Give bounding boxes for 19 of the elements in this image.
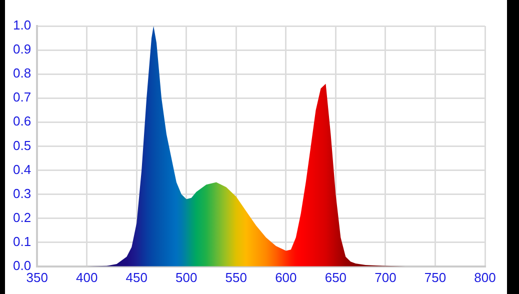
x-tick-label: 550 bbox=[225, 270, 248, 285]
x-tick-label: 650 bbox=[324, 270, 347, 285]
y-tick-label: 1.0 bbox=[12, 18, 32, 33]
x-tick-label: 700 bbox=[374, 270, 396, 285]
x-tick-label: 800 bbox=[474, 270, 496, 285]
x-tick-label: 600 bbox=[275, 270, 297, 285]
y-tick-label: 0.1 bbox=[12, 234, 32, 249]
x-tick-label: 400 bbox=[76, 270, 98, 285]
y-tick-label: 0.7 bbox=[12, 90, 32, 105]
x-tick-label: 450 bbox=[126, 270, 148, 285]
y-tick-label: 0.2 bbox=[12, 210, 32, 225]
x-tick-label: 750 bbox=[424, 270, 446, 285]
y-tick-label: 0.4 bbox=[12, 162, 32, 177]
y-tick-label: 0.5 bbox=[12, 138, 32, 153]
y-tick-label: 0.3 bbox=[12, 186, 32, 201]
y-tick-label: 0.6 bbox=[12, 114, 32, 129]
y-tick-label: 0.9 bbox=[12, 42, 32, 57]
y-tick-label: 0.8 bbox=[12, 66, 32, 81]
x-tick-label: 500 bbox=[176, 270, 198, 285]
